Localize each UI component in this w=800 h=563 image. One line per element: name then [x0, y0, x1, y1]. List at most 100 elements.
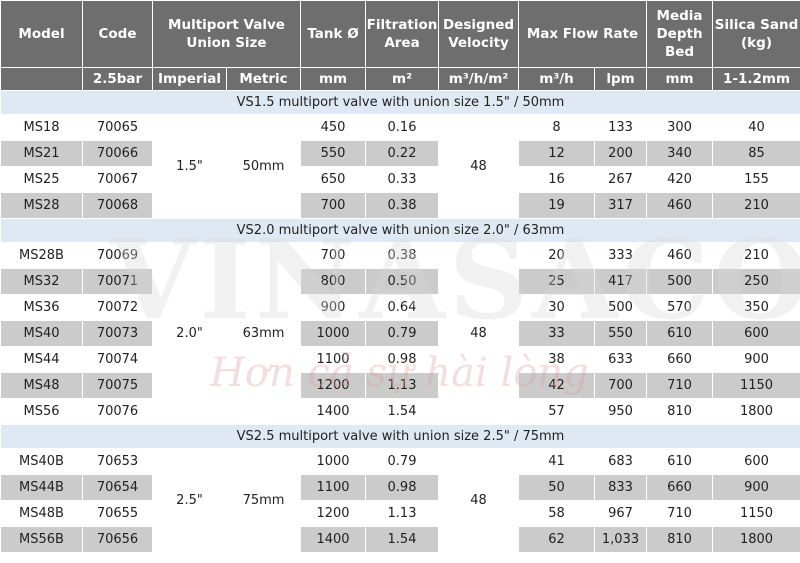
media-depth: 710	[646, 500, 714, 527]
tank-diameter: 700	[300, 192, 367, 219]
code: 70071	[82, 268, 153, 295]
silica-sand: 250	[712, 268, 800, 295]
flow-m3h: 33	[518, 320, 596, 347]
section-title: VS2.0 multiport valve with union size 2.…	[0, 218, 800, 243]
silica-sand: 1150	[712, 500, 800, 527]
silica-sand: 350	[712, 294, 800, 321]
flow-lpm: 633	[594, 346, 648, 373]
section-row: VS2.0 multiport valve with union size 2.…	[0, 218, 800, 243]
section-row: VS2.5 multiport valve with union size 2.…	[0, 424, 800, 449]
flow-m3h: 58	[518, 500, 596, 527]
filtration-area: 0.38	[365, 192, 440, 219]
media-depth: 500	[646, 268, 714, 295]
silica-sand: 1150	[712, 372, 800, 399]
subheader-row: 2.5bar Imperial Metric mm m² m³/h/m² m³/h lpm mm…	[0, 67, 800, 91]
unit-cell: mm	[300, 67, 367, 91]
unit-cell: Metric	[225, 67, 302, 91]
tank-diameter: 1000	[300, 320, 367, 347]
velocity: 48	[438, 242, 520, 425]
flow-lpm: 683	[594, 448, 648, 475]
filtration-area: 0.38	[365, 242, 440, 269]
tank-diameter: 1100	[300, 346, 367, 373]
flow-m3h: 50	[518, 474, 596, 501]
media-depth: 810	[646, 398, 714, 425]
flow-lpm: 417	[594, 268, 648, 295]
code: 70655	[82, 500, 153, 527]
code: 70076	[82, 398, 153, 425]
media-depth: 660	[646, 474, 714, 501]
flow-m3h: 25	[518, 268, 596, 295]
section-title: VS1.5 multiport valve with union size 1.…	[0, 90, 800, 115]
code: 70065	[82, 114, 153, 141]
metric: 75mm	[225, 448, 302, 553]
tank-diameter: 900	[300, 294, 367, 321]
flow-lpm: 500	[594, 294, 648, 321]
header-cell: Designed Velocity	[438, 0, 520, 68]
imperial: 2.5"	[152, 448, 227, 553]
header-cell: Filtration Area	[365, 0, 440, 68]
tank-diameter: 800	[300, 268, 367, 295]
flow-m3h: 42	[518, 372, 596, 399]
filtration-area: 1.13	[365, 500, 440, 527]
unit-cell: lpm	[594, 67, 648, 91]
model: MS44B	[0, 474, 83, 501]
media-depth: 300	[646, 114, 714, 141]
model: MS18	[0, 114, 83, 141]
code: 70068	[82, 192, 153, 219]
filtration-area: 1.13	[365, 372, 440, 399]
flow-m3h: 16	[518, 166, 596, 193]
flow-lpm: 833	[594, 474, 648, 501]
code: 70075	[82, 372, 153, 399]
flow-lpm: 200	[594, 140, 648, 167]
silica-sand: 40	[712, 114, 800, 141]
silica-sand: 210	[712, 242, 800, 269]
media-depth: 340	[646, 140, 714, 167]
model: MS21	[0, 140, 83, 167]
tank-diameter: 450	[300, 114, 367, 141]
code: 70656	[82, 526, 153, 553]
imperial: 2.0"	[152, 242, 227, 425]
unit-cell: m²	[365, 67, 440, 91]
filtration-area: 0.79	[365, 448, 440, 475]
code: 70067	[82, 166, 153, 193]
silica-sand: 900	[712, 474, 800, 501]
tank-diameter: 700	[300, 242, 367, 269]
model: MS56B	[0, 526, 83, 553]
metric: 50mm	[225, 114, 302, 219]
flow-m3h: 38	[518, 346, 596, 373]
flow-lpm: 317	[594, 192, 648, 219]
filtration-area: 1.54	[365, 526, 440, 553]
data-row: MS25 70067 650 0.33 16 267 420 155	[0, 166, 800, 193]
model: MS25	[0, 166, 83, 193]
flow-lpm: 133	[594, 114, 648, 141]
unit-cell: mm	[646, 67, 714, 91]
flow-lpm: 950	[594, 398, 648, 425]
unit-cell: Imperial	[152, 67, 227, 91]
unit-cell: 1-1.2mm	[712, 67, 800, 91]
model: MS44	[0, 346, 83, 373]
model: MS28B	[0, 242, 83, 269]
model: MS48B	[0, 500, 83, 527]
model: MS32	[0, 268, 83, 295]
silica-sand: 600	[712, 320, 800, 347]
flow-m3h: 19	[518, 192, 596, 219]
model: MS40	[0, 320, 83, 347]
data-row: MS44B 70654 1100 0.98 50 833 660 900	[0, 474, 800, 501]
flow-lpm: 267	[594, 166, 648, 193]
header-cell: Code	[82, 0, 153, 68]
tank-diameter: 1000	[300, 448, 367, 475]
filtration-area: 0.98	[365, 346, 440, 373]
tank-diameter: 550	[300, 140, 367, 167]
flow-lpm: 967	[594, 500, 648, 527]
model: MS28	[0, 192, 83, 219]
flow-lpm: 700	[594, 372, 648, 399]
data-row: MS28B 70069 2.0" 63mm 700 0.38 48 20 333 460 210	[0, 242, 800, 425]
model: MS56	[0, 398, 83, 425]
data-row: MS36 70072 900 0.64 30 500 570 350	[0, 294, 800, 321]
model: MS40B	[0, 448, 83, 475]
header-cell: Max Flow Rate	[518, 0, 648, 68]
silica-sand: 1800	[712, 398, 800, 425]
data-row: MS48 70075 1200 1.13 42 700 710 1150	[0, 372, 800, 399]
data-row: MS40 70073 1000 0.79 33 550 610 600	[0, 320, 800, 347]
